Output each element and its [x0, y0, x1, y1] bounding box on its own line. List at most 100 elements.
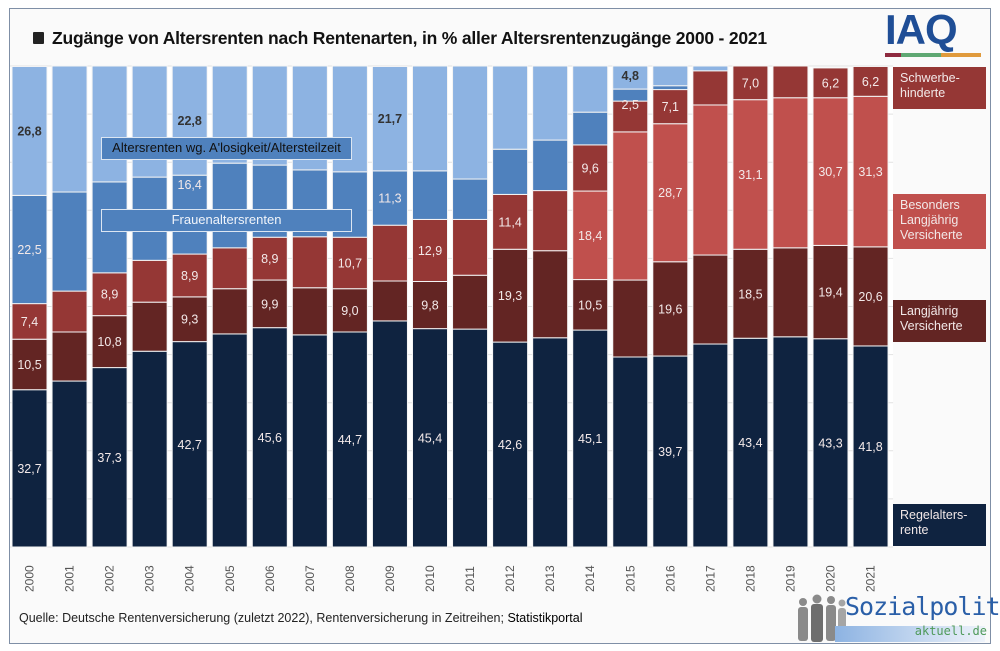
data-label-schwer-2020: 6,2 — [822, 76, 839, 90]
data-label-alos-2015: 4,8 — [622, 69, 639, 83]
title-row: Zugänge von Altersrenten nach Rentenarte… — [33, 27, 767, 49]
iaq-logo-bar — [885, 53, 981, 57]
bar-segment-schwer-2008 — [331, 236, 368, 290]
bar-segment-frauen-2010 — [412, 170, 448, 220]
bar-segment-lang-2017 — [692, 254, 729, 345]
data-label-schwer-2006: 8,9 — [261, 252, 278, 266]
bar-segment-lang-2003 — [131, 301, 168, 352]
bar-segment-schwer-2011 — [452, 218, 489, 276]
bar-segment-schwer-2021 — [852, 65, 889, 97]
bar-segment-regel-2015 — [612, 356, 649, 548]
bar-segment-schwer-2009 — [371, 224, 408, 282]
x-tick-label-2007: 2007 — [303, 565, 317, 592]
bar-segment-lang-2001 — [51, 331, 88, 382]
x-tick-label-2019: 2019 — [783, 565, 797, 592]
bar-segment-regel-2011 — [452, 328, 489, 548]
logo-gradient-bar — [835, 626, 985, 642]
bar-segment-lang-2002 — [91, 315, 128, 369]
data-label-schwer-2021: 6,2 — [862, 75, 879, 89]
data-label-lang-2020: 19,4 — [818, 286, 842, 300]
data-label-lang-2014: 10,5 — [578, 298, 602, 312]
data-label-schwer-2010: 12,9 — [418, 244, 442, 258]
bar-segment-schwer-2005 — [211, 247, 248, 290]
data-label-besonders-2014: 18,4 — [578, 229, 602, 243]
bar-segment-regel-2005 — [211, 333, 248, 548]
bar-segment-alos-2014 — [572, 65, 609, 113]
data-label-regel-2016: 39,7 — [658, 445, 682, 459]
legend-schwerbehinderte: Schwerbe- hinderte — [893, 67, 986, 109]
bar-segment-alos-2016 — [652, 65, 689, 87]
bar-segment-regel-2020 — [812, 338, 849, 548]
bar-segment-regel-2018 — [732, 337, 769, 548]
x-tick-label-2003: 2003 — [143, 565, 157, 592]
bar-segment-schwer-2007 — [291, 236, 328, 289]
bar-segment-regel-2003 — [131, 350, 168, 548]
data-label-regel-2010: 45,4 — [418, 431, 442, 445]
bar-segment-frauen-2016 — [652, 85, 689, 91]
bar-segment-lang-2008 — [331, 288, 368, 333]
bar-segment-regel-2016 — [652, 355, 689, 548]
bar-segment-schwer-2013 — [532, 190, 569, 252]
legend-langjaehrig: Langjährig Versicherte — [893, 300, 986, 342]
bar-segment-lang-2005 — [211, 288, 248, 335]
bar-segment-schwer-2019 — [772, 65, 809, 99]
bar-segment-alos-2010 — [412, 65, 448, 172]
bar-segment-regel-2013 — [532, 337, 569, 548]
bar-segment-frauen-2014 — [572, 111, 609, 146]
bar-segment-alos-2002 — [91, 65, 128, 183]
data-label-alos-2000: 26,8 — [17, 124, 41, 138]
data-label-regel-2018: 43,4 — [738, 436, 762, 450]
bar-segment-lang-2007 — [291, 287, 328, 336]
data-label-schwer-2008: 10,7 — [338, 256, 362, 270]
data-label-lang-2012: 19,3 — [498, 289, 522, 303]
iaq-logo: IAQ — [885, 9, 981, 58]
source-link[interactable]: Statistikportal — [507, 611, 583, 625]
bar-segment-regel-2000 — [11, 389, 48, 548]
bar-segment-alos-2001 — [51, 65, 88, 193]
bar-segment-alos-2013 — [532, 65, 569, 141]
bar-segment-schwer-2010 — [412, 218, 448, 282]
bar-segment-lang-2016 — [652, 261, 689, 357]
data-label-alos-2004: 22,8 — [178, 114, 202, 128]
bar-segment-regel-2008 — [331, 331, 368, 548]
bar-segment-lang-2014 — [572, 279, 609, 331]
data-label-frauen-2004: 16,4 — [178, 178, 202, 192]
bar-segment-lang-2006 — [251, 279, 288, 329]
x-tick-label-2010: 2010 — [423, 565, 437, 592]
bar-segment-lang-2019 — [772, 247, 809, 338]
x-tick-label-2005: 2005 — [223, 565, 237, 592]
source-note: Quelle: Deutsche Rentenversicherung (zul… — [19, 611, 583, 625]
bar-segment-regel-2017 — [692, 343, 729, 548]
data-label-regel-2021: 41,8 — [858, 440, 882, 454]
legend-regelaltersrente: Regelalters- rente — [893, 504, 986, 546]
bar-segment-regel-2002 — [91, 367, 128, 548]
x-tick-label-2008: 2008 — [343, 565, 357, 592]
legend-besonders-langjaehrig: Besonders Langjährig Versicherte — [893, 194, 986, 249]
bar-segment-schwer-2001 — [51, 290, 88, 333]
x-tick-label-2021: 2021 — [864, 565, 878, 592]
bar-segment-lang-2020 — [812, 244, 849, 340]
data-label-lang-2021: 20,6 — [858, 290, 882, 304]
data-label-frauen-2009: 11,3 — [378, 192, 401, 206]
bar-segment-alos-2015 — [612, 65, 649, 90]
data-label-lang-2008: 9,0 — [341, 304, 358, 318]
chart-title: Zugänge von Altersrenten nach Rentenarte… — [52, 27, 767, 48]
x-tick-label-2017: 2017 — [703, 565, 717, 592]
data-label-regel-2014: 45,1 — [578, 432, 602, 446]
bar-segment-regel-2019 — [772, 336, 809, 548]
x-tick-label-2013: 2013 — [543, 565, 557, 592]
bar-segment-frauen-2005 — [211, 162, 248, 249]
bar-segment-schwer-2002 — [91, 272, 128, 317]
bar-segment-schwer-2012 — [492, 193, 529, 250]
bar-segment-lang-2004 — [171, 296, 208, 343]
data-label-schwer-2018: 7,0 — [742, 76, 759, 90]
logo-sub-text: aktuell.de — [914, 624, 987, 638]
bar-segment-alos-2003 — [131, 65, 168, 178]
bar-segment-frauen-2012 — [492, 148, 529, 195]
data-label-lang-2002: 10,8 — [97, 335, 121, 349]
data-label-regel-2006: 45,6 — [258, 431, 282, 445]
bar-segment-frauen-2000 — [11, 194, 48, 305]
logo-main-text: Sozialpolitik- — [845, 592, 1000, 621]
data-label-regel-2002: 37,3 — [97, 451, 121, 465]
